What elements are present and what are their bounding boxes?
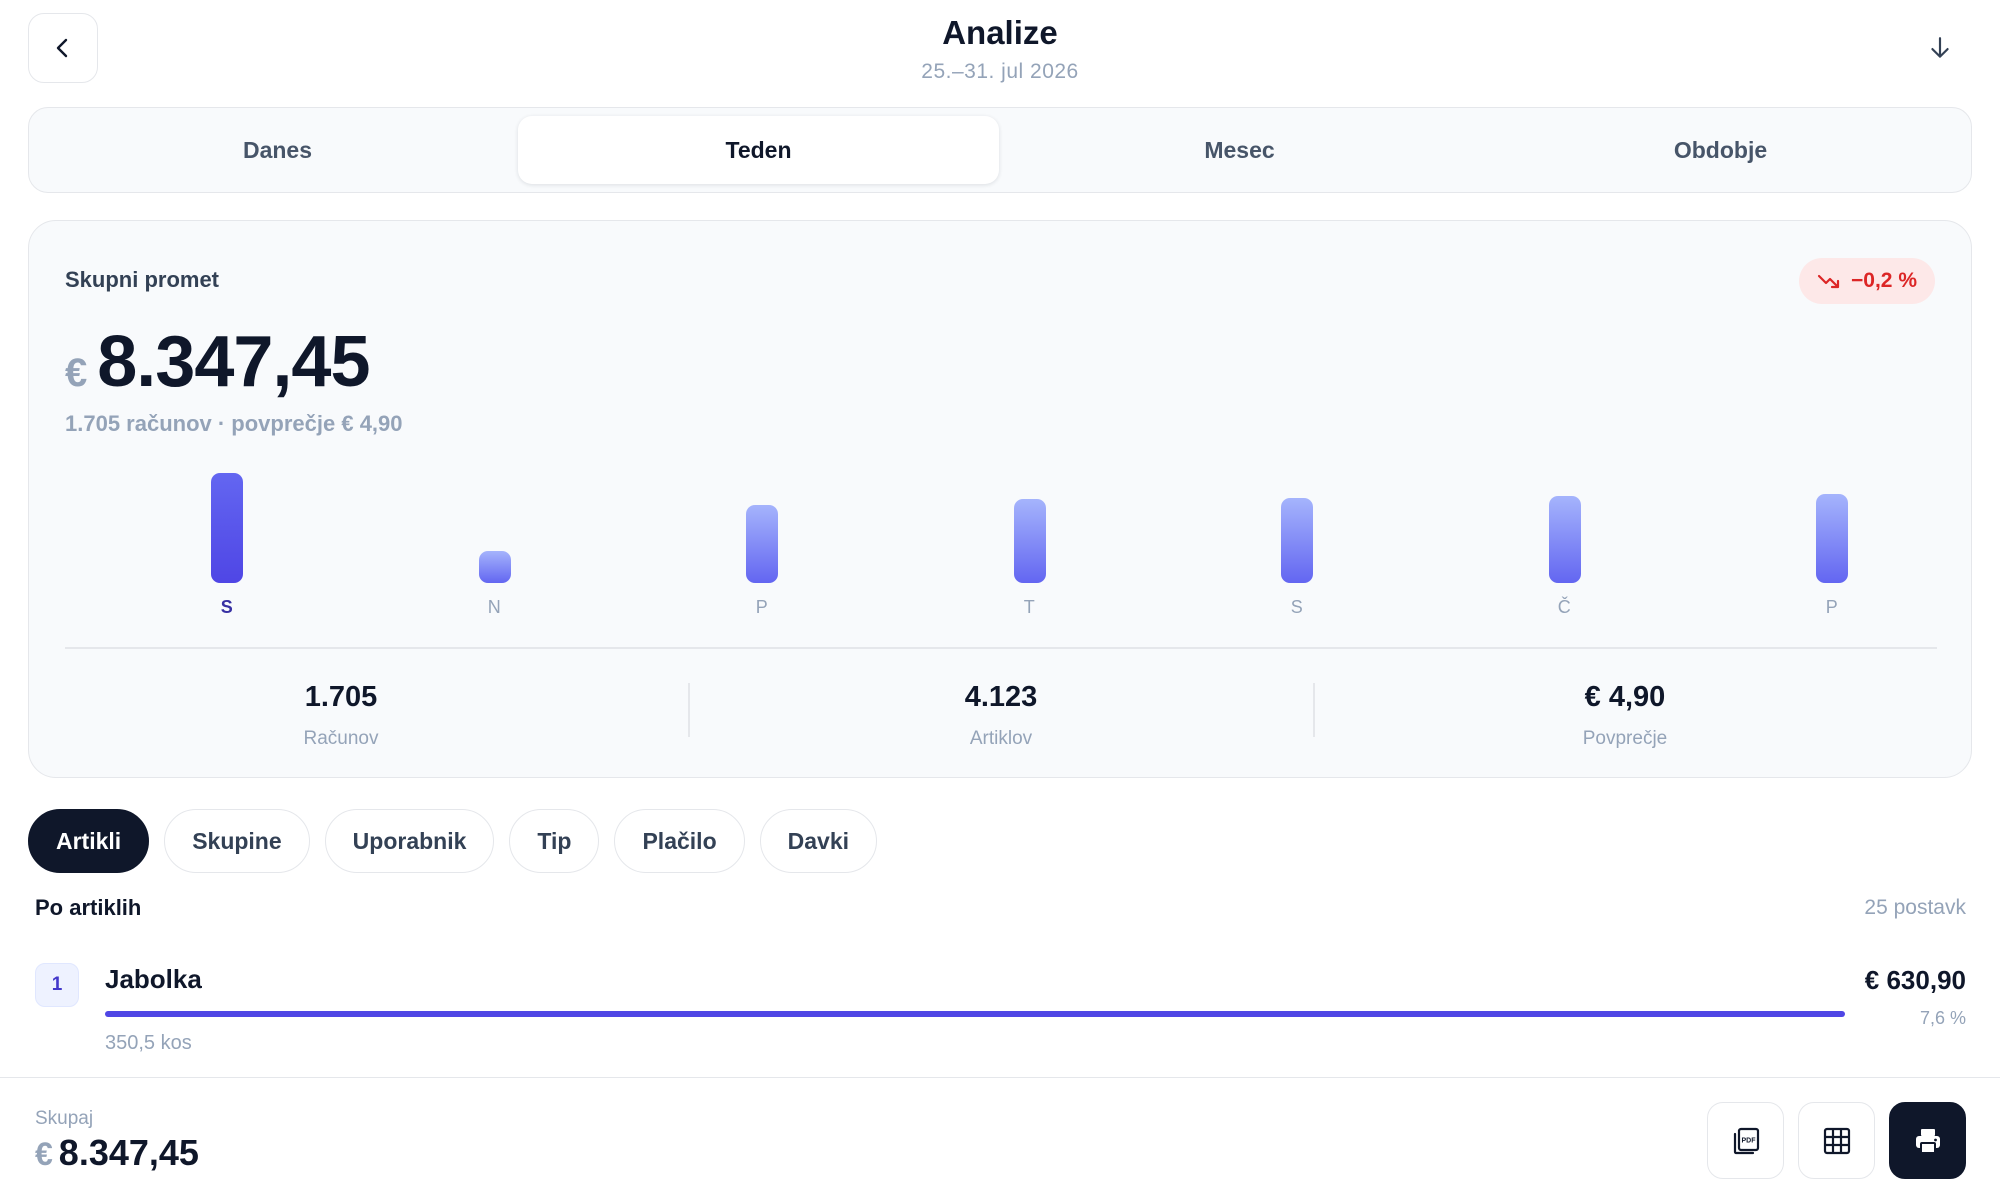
item-value: € 630,90 — [1864, 965, 1966, 995]
tab-tip[interactable]: Tip — [509, 809, 600, 873]
chart-bar[interactable] — [478, 551, 511, 583]
divider — [65, 647, 1937, 649]
chart-day-label: T — [1023, 597, 1036, 617]
footer-bar: Skupaj € 8.347,45 PDF — [0, 1077, 2000, 1200]
chart-bar[interactable] — [211, 473, 243, 583]
stat-separator — [1313, 683, 1315, 737]
chart-bar[interactable] — [746, 504, 778, 583]
printer-icon — [1915, 1128, 1940, 1154]
back-button[interactable] — [28, 13, 98, 83]
date-range: 25.–31. jul 2026 — [921, 60, 1079, 83]
tab-placilo[interactable]: Plačilo — [614, 809, 745, 873]
chevron-left-icon — [56, 38, 68, 58]
tab-artikli[interactable]: Artikli — [28, 809, 150, 873]
item-name: Jabolka — [105, 964, 202, 994]
period-tab-danes[interactable]: Danes — [37, 116, 518, 184]
svg-text:PDF: PDF — [1741, 1137, 1756, 1144]
stat-receipts: 1.705 Računov — [29, 681, 653, 750]
chart-bar[interactable] — [1281, 498, 1313, 583]
card-label: Skupni promet — [65, 267, 220, 292]
print-button[interactable] — [1889, 1102, 1966, 1179]
chart-bar[interactable] — [1013, 499, 1046, 583]
list-item[interactable]: 1 Jabolka € 630,90 350,5 kos 7,6 % — [0, 940, 2000, 1070]
rank-badge: 1 — [35, 963, 79, 1007]
item-quantity: 350,5 kos — [105, 1032, 192, 1054]
period-tab-obdobje[interactable]: Obdobje — [1480, 116, 1961, 184]
period-tab-label: Mesec — [1204, 136, 1275, 163]
stat-average: € 4,90 Povprečje — [1313, 681, 1937, 750]
footer-label: Skupaj — [35, 1108, 94, 1129]
table-icon — [1823, 1127, 1850, 1154]
stat-label: Računov — [303, 728, 379, 749]
item-share-bar — [105, 1011, 1845, 1017]
chart-day-label: P — [1825, 597, 1839, 617]
footer-total-value: 8.347,45 — [58, 1132, 199, 1173]
export-table-button[interactable] — [1798, 1102, 1875, 1179]
currency-symbol: € — [35, 1136, 53, 1172]
stat-value: 4.123 — [964, 681, 1038, 713]
chart-day-label: S — [1290, 597, 1304, 617]
period-tab-teden[interactable]: Teden — [518, 116, 999, 184]
page-title: Analize — [942, 14, 1058, 51]
period-tab-label: Teden — [725, 136, 792, 163]
period-tab-mesec[interactable]: Mesec — [999, 116, 1480, 184]
currency-symbol: € — [65, 351, 88, 395]
chart-day-label: Č — [1557, 597, 1572, 617]
period-selector: Danes Teden Mesec Obdobje — [28, 107, 1972, 193]
arrow-down-icon — [1931, 37, 1949, 58]
total-value: 8.347,45 — [97, 322, 370, 402]
chart-day-label: N — [487, 597, 502, 617]
pdf-icon: PDF — [1733, 1127, 1759, 1154]
stat-value: € 4,90 — [1584, 681, 1666, 713]
period-tab-label: Obdobje — [1673, 136, 1768, 163]
chart-bar[interactable] — [1548, 496, 1581, 583]
stat-label: Artiklov — [969, 728, 1033, 749]
stat-separator — [688, 683, 690, 737]
revenue-card: Skupni promet −0,2 % € 8.347,45 1.705 ra… — [28, 220, 1972, 778]
chart-day-label: P — [755, 597, 769, 617]
app-header: Analize 25.–31. jul 2026 — [0, 0, 2000, 100]
trend-badge: −0,2 % — [1799, 258, 1935, 304]
footer-total: € 8.347,45 — [35, 1132, 199, 1174]
breakdown-tabs: Artikli Skupine Uporabnik Tip Plačilo Da… — [28, 809, 877, 873]
stat-label: Povprečje — [1582, 728, 1668, 749]
section-count: 25 postavk — [1864, 896, 1966, 919]
export-pdf-button[interactable]: PDF — [1707, 1102, 1784, 1179]
tab-skupine[interactable]: Skupine — [164, 809, 310, 873]
item-percent: 7,6 % — [1919, 1008, 1966, 1028]
item-share-fill — [105, 1011, 1845, 1017]
chart-bar[interactable] — [1816, 493, 1848, 583]
section-title: Po artiklih — [35, 895, 142, 920]
chart-day-label: S — [220, 597, 234, 617]
stat-value: 1.705 — [304, 681, 378, 713]
stat-items: 4.123 Artiklov — [689, 681, 1313, 750]
total-amount: € 8.347,45 — [65, 321, 371, 403]
tab-uporabnik[interactable]: Uporabnik — [324, 809, 495, 873]
total-meta: 1.705 računov · povprečje € 4,90 — [65, 411, 403, 436]
trend-down-icon — [1817, 274, 1840, 289]
period-tab-label: Danes — [242, 136, 313, 163]
download-button[interactable] — [1920, 28, 1960, 68]
trend-value: −0,2 % — [1851, 269, 1917, 292]
tab-davki[interactable]: Davki — [759, 809, 877, 873]
